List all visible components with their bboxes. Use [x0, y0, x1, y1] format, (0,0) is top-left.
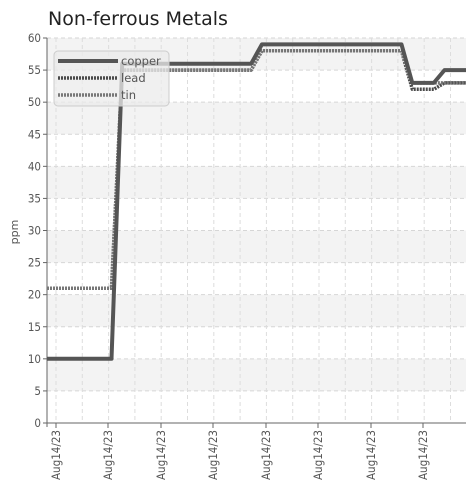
x-tick-label: Aug14/23	[416, 430, 430, 480]
x-tick-label: Aug14/23	[259, 430, 273, 480]
y-tick-label: 35	[28, 191, 41, 205]
y-tick-label: 20	[28, 288, 41, 302]
grid-band	[47, 102, 466, 134]
x-tick-label: Aug14/23	[101, 430, 115, 480]
legend: copper lead tin	[54, 51, 169, 106]
x-tick-label: Aug14/23	[49, 430, 63, 480]
y-tick-label: 25	[28, 256, 41, 270]
y-tick-label: 60	[28, 31, 41, 45]
legend-label-lead: lead	[121, 71, 146, 85]
y-tick-label: 45	[28, 127, 41, 141]
grid-band	[47, 231, 466, 263]
y-tick-label: 50	[28, 95, 41, 109]
y-tick-label: 5	[34, 384, 41, 398]
y-tick-label: 55	[28, 63, 41, 77]
x-tick-label: Aug14/23	[154, 430, 168, 480]
x-tick-label: Aug14/23	[364, 430, 378, 480]
y-axis-ticks: 0 5 10 15 20 25 30 35 40 45 50 55 60	[28, 31, 47, 430]
grid-band	[47, 295, 466, 327]
x-tick-label: Aug14/23	[206, 430, 220, 480]
y-axis-label: ppm	[8, 220, 21, 245]
x-axis-ticks: Aug14/23 Aug14/23 Aug14/23 Aug14/23 Aug14/23…	[49, 423, 430, 480]
grid-band	[47, 166, 466, 198]
x-tick-label: Aug14/23	[311, 430, 325, 480]
y-tick-label: 0	[34, 416, 41, 430]
legend-label-copper: copper	[121, 54, 161, 68]
y-tick-label: 15	[28, 320, 41, 334]
y-tick-label: 10	[28, 352, 41, 366]
y-tick-label: 40	[28, 159, 41, 173]
grid-band	[47, 359, 466, 391]
y-tick-label: 30	[28, 224, 41, 238]
legend-label-tin: tin	[121, 88, 136, 102]
chart-title: Non-ferrous Metals	[48, 8, 228, 30]
